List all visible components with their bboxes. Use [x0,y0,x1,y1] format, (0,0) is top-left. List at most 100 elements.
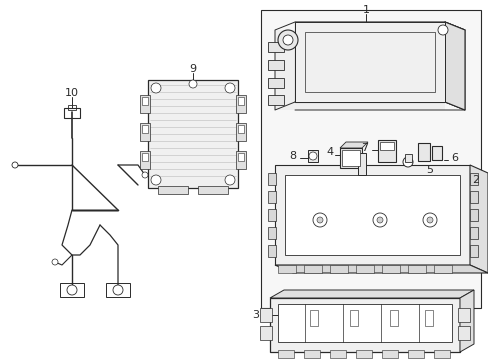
Circle shape [224,83,235,93]
Bar [140,151,150,169]
Bar [274,30,444,110]
Polygon shape [294,22,464,30]
Bar [349,310,357,326]
Bar [469,227,477,239]
Bar [294,22,444,102]
Circle shape [151,175,161,185]
Bar [339,148,361,168]
Bar [267,191,275,203]
Polygon shape [274,265,487,273]
Circle shape [372,213,386,227]
Bar [407,350,423,358]
Bar [267,245,275,257]
Bar [285,175,459,255]
Bar [236,95,245,113]
Circle shape [151,83,161,93]
Text: 3: 3 [252,310,259,320]
Bar [198,186,227,194]
Bar [357,153,365,175]
Circle shape [142,172,148,178]
Bar [433,265,451,273]
Text: 7: 7 [361,143,368,153]
Bar [417,143,429,161]
Text: 2: 2 [471,175,479,185]
Bar [379,142,393,150]
Bar [355,350,371,358]
Bar [260,326,271,340]
Text: 4: 4 [326,147,333,157]
Polygon shape [459,290,473,352]
Bar [68,105,76,110]
Bar [294,22,444,102]
Bar [158,186,187,194]
Circle shape [52,259,58,265]
Polygon shape [339,142,367,148]
Bar [304,350,319,358]
Bar [142,97,148,105]
Bar [260,308,271,322]
Bar [267,173,275,185]
Bar [404,154,411,162]
Bar [267,60,284,70]
Bar [377,140,395,162]
Circle shape [422,213,436,227]
Bar [238,153,244,161]
Bar [457,308,469,322]
Bar [304,265,321,273]
Bar [305,32,434,92]
Bar [60,283,84,297]
Circle shape [312,213,326,227]
Text: 9: 9 [189,64,196,74]
Circle shape [224,175,235,185]
Text: 6: 6 [450,153,458,163]
Bar [469,245,477,257]
Bar [267,95,284,105]
Polygon shape [294,22,444,102]
Bar [236,151,245,169]
Polygon shape [274,165,469,265]
Bar [267,78,284,88]
Bar [431,146,441,160]
Circle shape [316,217,323,223]
Circle shape [308,152,316,160]
Bar [424,310,432,326]
Polygon shape [269,290,473,298]
Bar [148,80,238,188]
Bar [433,350,449,358]
Bar [267,42,284,52]
Bar [236,123,245,141]
Circle shape [12,162,18,168]
Bar [261,10,480,308]
Bar [381,265,399,273]
Bar [106,283,130,297]
Bar [140,123,150,141]
Circle shape [278,30,297,50]
Bar [267,227,275,239]
Bar [142,125,148,133]
Bar [278,265,295,273]
Bar [64,108,80,118]
Bar [355,265,373,273]
Bar [278,304,451,342]
Bar [407,265,425,273]
Bar [381,350,397,358]
Circle shape [189,80,197,88]
Text: 1: 1 [362,5,369,15]
Bar [457,326,469,340]
Circle shape [283,35,292,45]
Bar [267,209,275,221]
Bar [329,350,346,358]
Bar [269,298,459,352]
Bar [309,310,317,326]
Bar [238,97,244,105]
Bar [469,209,477,221]
Circle shape [376,217,382,223]
Bar [329,265,347,273]
Polygon shape [444,22,464,110]
Bar [389,310,397,326]
Bar [469,191,477,203]
Bar [469,173,477,185]
Bar [238,125,244,133]
Circle shape [67,285,77,295]
Polygon shape [469,165,487,273]
